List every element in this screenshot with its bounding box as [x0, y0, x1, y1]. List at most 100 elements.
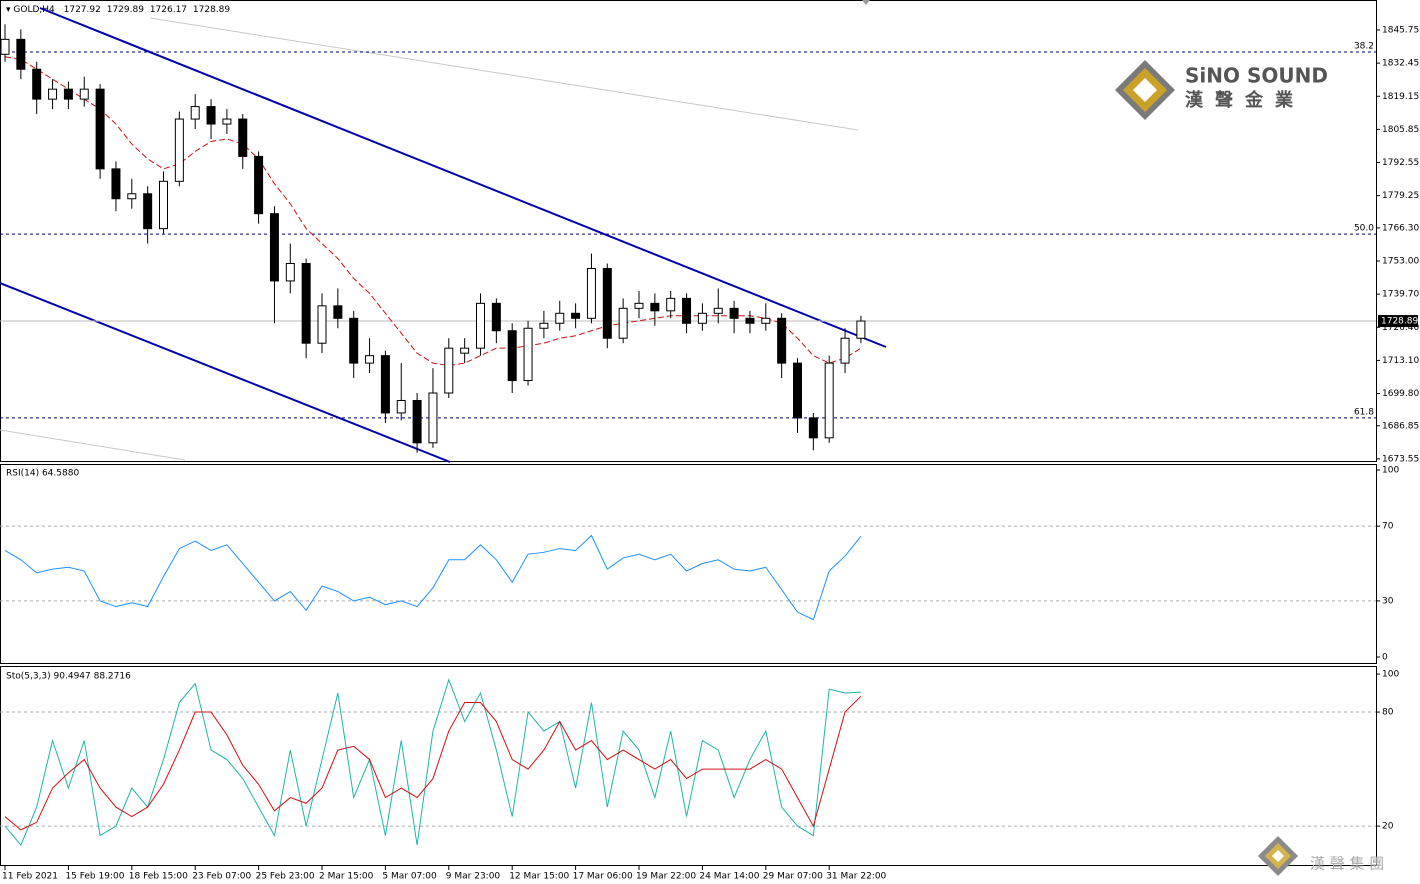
- symbol: GOLD,H4: [13, 5, 55, 15]
- candle-body: [507, 330, 517, 382]
- x-tick-label: 18 Feb 15:00: [129, 872, 188, 882]
- logo-brand: SiNO SOUND: [1185, 64, 1328, 88]
- candle-body: [761, 317, 771, 324]
- candle-body: [317, 305, 327, 344]
- x-tick-label: 23 Feb 07:00: [192, 872, 251, 882]
- candle-body: [269, 213, 279, 282]
- candle-body: [650, 302, 660, 312]
- candle-body: [48, 88, 58, 100]
- candle-body: [333, 305, 343, 319]
- candle-body: [380, 355, 390, 414]
- logo: SiNO SOUND 漢聲金業 漢 聲 集 團: [1115, 60, 1384, 876]
- y-tick-label: 1686.85: [1382, 421, 1419, 431]
- candle-body: [127, 193, 137, 200]
- candle-body: [697, 312, 707, 324]
- stoch-tick-label: 80: [1382, 708, 1394, 718]
- moving-average: [4, 56, 862, 367]
- close: 1728.89: [193, 5, 230, 15]
- rsi-tick-label: 70: [1382, 522, 1394, 532]
- y-tick-label: 1753.00: [1382, 257, 1419, 267]
- candle-body: [539, 322, 549, 329]
- candle-body: [222, 118, 232, 125]
- rsi-tick-label: 30: [1382, 596, 1394, 606]
- candle-body: [444, 347, 454, 394]
- candle-body: [32, 68, 42, 100]
- candle-body: [111, 168, 121, 200]
- x-tick-label: 9 Mar 23:00: [446, 872, 501, 882]
- chart-header: ▾ GOLD,H4 1727.92 1729.89 1726.17 1728.8…: [6, 5, 230, 15]
- y-tick-label: 1673.55: [1382, 454, 1419, 464]
- candle-body: [777, 317, 787, 364]
- x-tick-label: 31 Mar 22:00: [826, 872, 886, 882]
- candle-body: [793, 362, 802, 419]
- x-tick-label: 11 Feb 2021: [2, 872, 58, 882]
- candle-body: [190, 106, 200, 120]
- high: 1729.89: [107, 5, 144, 15]
- candle-body: [571, 312, 581, 319]
- rsi-tick-label: 100: [1382, 466, 1399, 476]
- low: 1726.17: [150, 5, 187, 15]
- candle-body: [16, 38, 26, 70]
- candle-body: [602, 267, 612, 339]
- candle-body: [729, 307, 739, 319]
- x-tick-label: 17 Mar 06:00: [573, 872, 633, 882]
- candle-body: [0, 38, 10, 55]
- rsi-tick-label: 0: [1382, 653, 1388, 663]
- fib-label: 50.0: [1354, 224, 1374, 234]
- x-tick-label: 29 Mar 07:00: [763, 872, 823, 882]
- trend-line: [0, 429, 186, 461]
- candle-body: [808, 417, 818, 439]
- stoch-tick-label: 20: [1382, 822, 1394, 832]
- candle-body: [586, 267, 596, 319]
- candle-body: [79, 88, 89, 100]
- stoch-panel: [0, 666, 1377, 866]
- y-tick-label: 1766.30: [1382, 223, 1419, 233]
- candle-body: [238, 118, 248, 157]
- candle-body: [856, 320, 866, 339]
- candle-body: [365, 355, 375, 364]
- rsi-title: RSI(14) 64.5880: [6, 469, 79, 479]
- y-tick-label: 1792.55: [1382, 158, 1419, 168]
- candle-body: [95, 88, 105, 170]
- candle-body: [682, 297, 692, 324]
- candle-body: [63, 88, 73, 100]
- channel-lower: [0, 282, 451, 463]
- candle-body: [491, 302, 501, 332]
- open: 1727.92: [64, 5, 101, 15]
- y-tick-label: 1713.10: [1382, 356, 1419, 366]
- x-tick-label: 25 Feb 23:00: [256, 872, 315, 882]
- candle-body: [523, 327, 533, 382]
- channel-upper: [39, 7, 887, 348]
- y-tick-label: 1726.40: [1382, 323, 1419, 333]
- last-price-label: 1728.89: [1381, 317, 1418, 327]
- candle-body: [396, 399, 406, 414]
- y-tick-label: 1832.45: [1382, 59, 1419, 69]
- y-tick-label: 1779.25: [1382, 191, 1419, 201]
- x-tick-label: 15 Feb 19:00: [65, 872, 124, 882]
- trend-line: [149, 17, 859, 131]
- candle-body: [460, 347, 470, 354]
- price-panel: [0, 0, 1377, 462]
- x-tick-label: 2 Mar 15:00: [319, 872, 374, 882]
- rsi-panel: [0, 464, 1377, 664]
- stoch-d: [4, 695, 862, 831]
- candle-body: [634, 302, 644, 309]
- candle-body: [555, 312, 565, 324]
- candle-body: [666, 297, 676, 312]
- candle-body: [206, 106, 216, 125]
- candle-body: [301, 263, 311, 344]
- logo-mark: [1133, 78, 1157, 102]
- x-tick-label: 24 Mar 14:00: [699, 872, 759, 882]
- candle-body: [428, 392, 438, 444]
- candle-body: [143, 193, 153, 230]
- scroll-marker[interactable]: [862, 0, 870, 5]
- y-tick-label: 1739.70: [1382, 290, 1419, 300]
- candle-body: [254, 155, 264, 215]
- y-tick-label: 1805.85: [1382, 125, 1419, 135]
- candle-body: [824, 362, 834, 439]
- candle-body: [159, 180, 168, 230]
- candle-body: [618, 307, 628, 339]
- y-tick-label: 1819.15: [1382, 92, 1419, 102]
